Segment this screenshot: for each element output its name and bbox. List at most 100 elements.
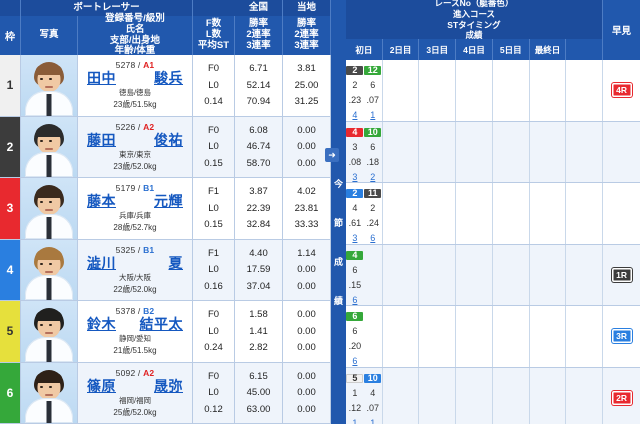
series-result-row: 4 6 .15 6 1R bbox=[346, 244, 640, 306]
national-stats-v1: 22.39 bbox=[246, 202, 271, 214]
registration-line: 5325 / B1 bbox=[115, 244, 155, 255]
late-count: L0 bbox=[208, 141, 219, 153]
hayami-header: 早見 bbox=[603, 0, 640, 60]
finish-position-link[interactable]: 6 bbox=[352, 294, 358, 305]
race-number-badge[interactable]: 12 bbox=[364, 66, 382, 75]
day-header-4: 5日目 bbox=[493, 39, 530, 60]
right-header: レースNo（艇番色） 進入コース STタイミング 成績 初日 2日目 3日目 4日目 5… bbox=[346, 0, 640, 60]
national-stats-v1: 45.00 bbox=[246, 387, 271, 399]
racer-name-link[interactable]: 藤本 元輝 bbox=[87, 193, 183, 210]
left-header-sub: 枠 写真 登録番号/級別 氏名 支部/出身地 年齢/体重 F数 L数 平均ST … bbox=[0, 13, 415, 56]
national-stats: 6.71 52.14 70.94 bbox=[235, 55, 283, 116]
finish-position-link[interactable]: 2 bbox=[370, 171, 376, 182]
finish-position-link[interactable]: 6 bbox=[370, 233, 376, 243]
hayami-cell bbox=[603, 122, 640, 183]
registration-line: 5179 / B1 bbox=[115, 183, 155, 194]
group-header-touchi: 当地 bbox=[283, 0, 331, 16]
race-number-badge[interactable]: 4 bbox=[346, 250, 364, 260]
race-number-badge[interactable]: 11 bbox=[364, 189, 382, 198]
series-label-char-0: 今 bbox=[333, 179, 343, 189]
day-header-6 bbox=[566, 39, 604, 60]
day-cell-2 bbox=[419, 121, 457, 182]
grade-badge: A2 bbox=[143, 121, 155, 132]
national-stats-v2: 2.82 bbox=[249, 342, 268, 354]
entry-course: 1 bbox=[352, 387, 358, 398]
racer-givenname: 駿兵 bbox=[154, 70, 183, 87]
race-entry: 4 3 .08 3 bbox=[346, 125, 364, 182]
day-cell-4 bbox=[493, 183, 530, 244]
flying-late-st-cell: F0 L0 0.14 bbox=[193, 55, 235, 116]
racer-photo bbox=[21, 178, 78, 239]
race-number-badge[interactable]: 5 bbox=[346, 373, 364, 383]
day-cell-6 bbox=[566, 306, 604, 367]
day-cell-2 bbox=[419, 306, 457, 367]
hayami-race-badge[interactable]: 4R bbox=[611, 83, 632, 98]
race-number-badge[interactable]: 2 bbox=[346, 66, 364, 75]
finish-position-link[interactable]: 1 bbox=[370, 110, 376, 120]
hayami-race-badge[interactable]: 3R bbox=[611, 329, 632, 344]
local-stats-v1: 0.00 bbox=[297, 141, 316, 153]
local-stats: 4.02 23.81 33.33 bbox=[283, 178, 331, 239]
race-entry: 6 6 .20 6 bbox=[346, 309, 364, 366]
racer-photo bbox=[21, 239, 78, 300]
entry-course: 2 bbox=[352, 80, 358, 90]
local-stats-v0: 1.14 bbox=[297, 247, 316, 259]
finish-position-link[interactable]: 1 bbox=[352, 417, 358, 424]
finish-position-link[interactable]: 4 bbox=[352, 110, 358, 120]
flying-count: F1 bbox=[207, 247, 220, 259]
day-cell-3 bbox=[456, 183, 493, 244]
entry-course: 4 bbox=[370, 387, 376, 398]
grade-badge: B2 bbox=[143, 306, 155, 317]
local-stats-v1: 25.00 bbox=[294, 79, 319, 91]
registration-number: 5179 bbox=[115, 183, 136, 194]
series-result-row: 2 2 .23 4 12 6 .07 1 4R bbox=[346, 60, 640, 122]
race-number-badge[interactable]: 10 bbox=[364, 127, 382, 137]
right-header-left: レースNo（艇番色） 進入コース STタイミング 成績 初日 2日目 3日目 4日目 5… bbox=[346, 0, 604, 60]
entry-course: 6 bbox=[370, 141, 376, 152]
hayami-race-badge[interactable]: 1R bbox=[611, 267, 632, 282]
race-number-badge[interactable]: 4 bbox=[346, 127, 364, 137]
national-stats: 1.58 1.41 2.82 bbox=[235, 301, 283, 362]
national-stats-v0: 4.40 bbox=[249, 247, 268, 259]
local-stats: 0.00 0.00 0.00 bbox=[283, 116, 331, 177]
hayami-race-badge[interactable]: 2R bbox=[611, 390, 632, 405]
day-cell-1 bbox=[383, 183, 420, 244]
race-entry: 11 2 .24 6 bbox=[364, 186, 382, 243]
racer-age-weight: 23歳/52.0kg bbox=[113, 161, 157, 171]
local-stats-v0: 0.00 bbox=[297, 309, 316, 321]
expand-arrow-icon[interactable]: ➜ bbox=[325, 148, 339, 162]
average-st: 0.15 bbox=[204, 219, 223, 231]
racer-surname: 篠原 bbox=[87, 377, 116, 394]
entry-course: 6 bbox=[370, 80, 376, 90]
day-cell-3 bbox=[456, 244, 493, 305]
national-stats: 3.87 22.39 32.84 bbox=[235, 178, 283, 239]
race-number-badge[interactable]: 10 bbox=[364, 373, 382, 383]
racer-name-link[interactable]: 藤田 俊祐 bbox=[87, 132, 183, 148]
national-stats-v0: 6.71 bbox=[249, 63, 268, 75]
finish-position-link[interactable]: 1 bbox=[370, 417, 376, 424]
series-label-char-1: 節 bbox=[333, 218, 343, 228]
table-row: 1 5278 / A1 田中 駿兵 徳島/徳島 23歳/51.5kg F0 L0 0.14 6.7… bbox=[0, 55, 415, 117]
racer-name-cell: 5325 / B1 澁川 夏大阪/大阪 22歳/52.0kg bbox=[78, 239, 193, 300]
race-entry: 10 4 .07 1 bbox=[364, 371, 382, 424]
finish-position-link[interactable]: 3 bbox=[352, 233, 358, 243]
racer-name-link[interactable]: 田中 駿兵 bbox=[87, 70, 183, 87]
race-number-badge[interactable]: 2 bbox=[346, 189, 364, 198]
racer-givenname: 元輝 bbox=[154, 193, 183, 210]
finish-position-link[interactable]: 3 bbox=[352, 171, 358, 182]
series-result-row: 5 1 .12 1 10 4 .07 1 2R bbox=[346, 367, 640, 424]
racer-name-cell: 5092 / A2 篠原 晟弥 福岡/福岡 25歳/52.0kg bbox=[78, 362, 193, 423]
entry-course: 6 bbox=[352, 264, 358, 275]
entry-course: 4 bbox=[352, 203, 358, 213]
national-stats-v1: 1.41 bbox=[249, 325, 268, 337]
racer-name-link[interactable]: 鈴木 結平太 bbox=[87, 316, 183, 332]
racer-name-link[interactable]: 澁川 夏 bbox=[87, 255, 183, 271]
flying-count: F0 bbox=[207, 63, 220, 75]
registration-line: 5226 / A2 bbox=[115, 121, 155, 132]
finish-position-link[interactable]: 6 bbox=[352, 356, 358, 366]
local-stats-v2: 0.00 bbox=[297, 342, 316, 354]
racer-name-link[interactable]: 篠原 晟弥 bbox=[87, 377, 183, 394]
race-number-badge[interactable]: 6 bbox=[346, 312, 364, 321]
table-row: 3 5179 / B1 藤本 元輝 兵庫/兵庫 28歳/52.7kg F1 L0 0.15 3.8… bbox=[0, 178, 415, 240]
